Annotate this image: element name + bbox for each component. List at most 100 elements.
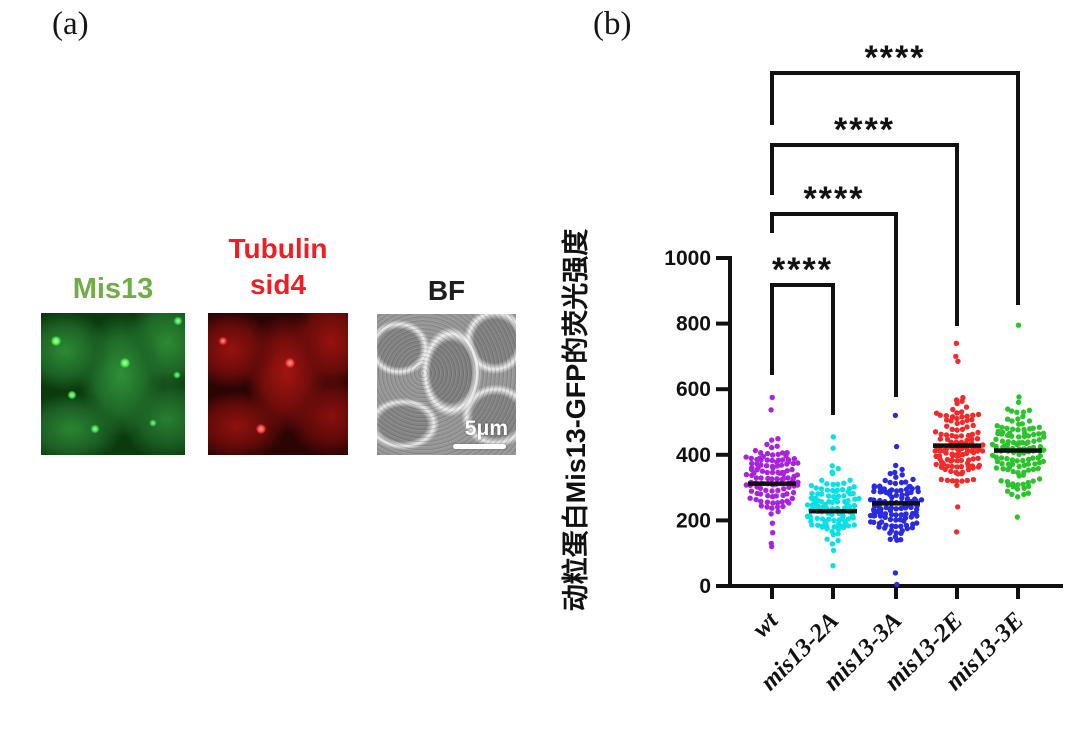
data-point: [1004, 455, 1010, 462]
data-point: [754, 490, 760, 497]
data-point: [808, 482, 815, 489]
tubulin-label-line1: Tubulin: [228, 233, 328, 264]
data-point: [830, 481, 836, 488]
data-point: [899, 472, 905, 478]
data-point: [877, 483, 883, 489]
data-point: [780, 503, 786, 510]
median-line-wt: [748, 481, 796, 486]
data-point: [775, 469, 781, 476]
data-point: [980, 442, 986, 448]
data-point: [830, 547, 837, 553]
data-point: [938, 476, 944, 483]
data-point: [1016, 463, 1022, 470]
data-point: [835, 537, 841, 544]
data-point: [845, 498, 851, 504]
data-point: [959, 419, 965, 426]
data-point: [763, 487, 769, 494]
data-point: [1014, 486, 1021, 492]
data-point: [847, 477, 853, 483]
data-point: [949, 457, 955, 463]
y-tick-label-0: 0: [699, 575, 711, 598]
data-point: [888, 505, 894, 511]
data-point: [949, 426, 955, 432]
data-point: [953, 353, 959, 360]
data-point: [888, 511, 895, 518]
data-point: [770, 530, 776, 536]
data-point: [1007, 430, 1013, 436]
data-point: [949, 414, 956, 420]
data-point: [1014, 514, 1020, 520]
data-point: [1015, 427, 1021, 433]
data-point: [839, 487, 846, 493]
data-point: [954, 427, 960, 433]
data-point: [1030, 455, 1036, 461]
data-point: [748, 488, 755, 494]
data-point: [964, 424, 970, 430]
data-point: [1021, 491, 1027, 498]
data-point: [769, 520, 776, 526]
data-point: [1037, 444, 1044, 450]
data-point: [933, 410, 940, 416]
data-point: [841, 493, 847, 499]
data-point: [1004, 416, 1011, 422]
data-point: [1020, 409, 1027, 415]
data-point: [808, 495, 814, 501]
data-point: [1009, 457, 1016, 463]
data-point: [999, 438, 1006, 444]
data-point: [954, 478, 960, 484]
data-point: [819, 477, 825, 484]
data-point: [786, 484, 792, 490]
data-point: [892, 570, 899, 576]
data-point: [835, 531, 841, 537]
data-point: [871, 488, 877, 495]
data-point: [775, 436, 781, 442]
data-point: [898, 487, 904, 494]
data-point: [758, 450, 764, 456]
data-point: [769, 444, 775, 451]
data-point: [774, 463, 781, 469]
data-point: [953, 340, 960, 346]
data-point: [1030, 425, 1036, 431]
data-point: [1015, 482, 1021, 488]
data-point: [993, 436, 999, 442]
data-point: [893, 506, 899, 512]
data-point: [1035, 465, 1041, 472]
data-point: [829, 463, 835, 469]
data-point: [955, 504, 961, 510]
y-axis-title: 动粒蛋白Mis13-GFP的荧光强度: [560, 229, 591, 612]
data-point: [758, 498, 764, 505]
data-point: [778, 462, 785, 468]
data-point: [892, 480, 899, 487]
data-point: [851, 522, 857, 528]
data-point: [1025, 439, 1031, 445]
data-point: [1036, 437, 1042, 443]
data-point: [830, 563, 836, 569]
y-tick-label-1000: 1000: [664, 247, 711, 270]
data-point: [769, 469, 776, 476]
data-point: [784, 498, 790, 504]
data-point: [969, 463, 975, 469]
data-point: [944, 436, 951, 442]
data-point: [893, 492, 899, 499]
data-point: [949, 451, 955, 457]
data-point: [769, 394, 775, 401]
data-point: [841, 480, 847, 486]
data-point: [1025, 490, 1031, 496]
data-point: [748, 455, 754, 461]
data-point: [970, 412, 976, 418]
x-tick-label-wt: wt: [747, 606, 784, 643]
data-point: [789, 495, 795, 502]
data-point: [893, 462, 899, 469]
data-point: [749, 464, 755, 471]
bf-image-label: BF: [427, 275, 466, 306]
data-point: [1000, 429, 1006, 436]
data-point: [953, 434, 959, 440]
data-point: [1009, 418, 1015, 424]
data-point: [769, 437, 775, 443]
data-point: [775, 508, 781, 515]
data-point: [964, 413, 970, 419]
data-point: [758, 503, 764, 509]
data-point: [958, 433, 965, 439]
data-point: [976, 462, 983, 469]
data-point: [1014, 409, 1020, 415]
